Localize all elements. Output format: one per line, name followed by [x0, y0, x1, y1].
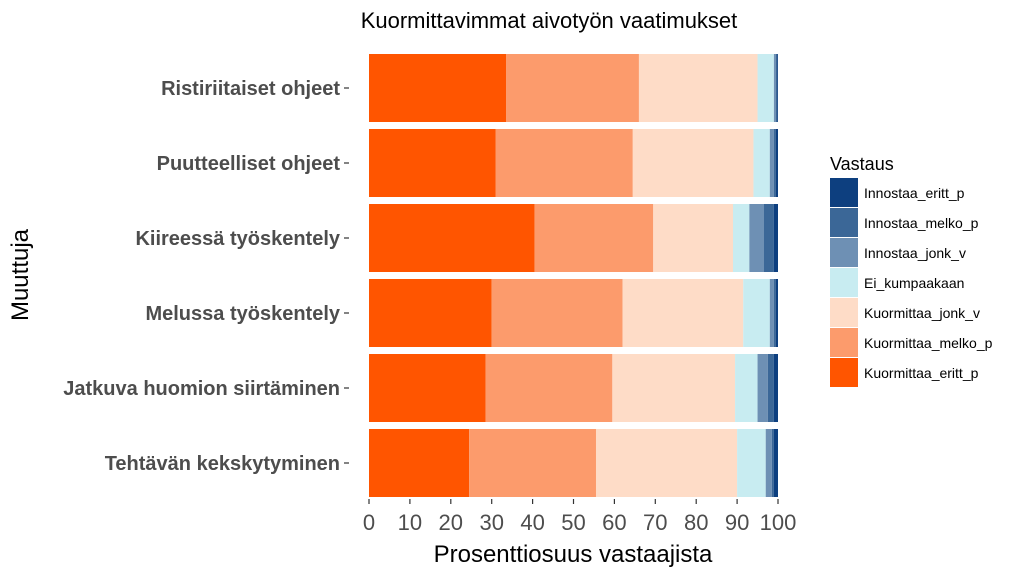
bar-segment-1-6 — [775, 54, 778, 122]
bar-segment-3-4 — [733, 204, 750, 272]
x-tick-label: 40 — [520, 510, 544, 535]
x-tick-label: 70 — [643, 510, 667, 535]
category-label: Jatkuva huomion siirtäminen — [63, 378, 340, 400]
legend-label: Kuormittaa_jonk_v — [864, 305, 980, 321]
legend-swatch — [830, 358, 858, 387]
bar-segment-3-5 — [749, 204, 764, 272]
bar-segment-2-4 — [753, 129, 770, 197]
x-tick-label: 100 — [760, 510, 797, 535]
bar-segment-3-3 — [653, 204, 734, 272]
legend-label: Innostaa_eritt_p — [864, 185, 965, 201]
bar-segment-3-7 — [773, 204, 778, 272]
bar-segment-2-7 — [775, 129, 778, 197]
category-label: Tehtävän kekskytyminen — [105, 453, 340, 475]
bar-segment-5-6 — [767, 354, 774, 422]
bar-segment-6-7 — [773, 429, 778, 497]
legend-label: Kuormittaa_melko_p — [864, 335, 993, 351]
x-tick-label: 10 — [398, 510, 422, 535]
legend-swatch — [830, 268, 858, 297]
x-axis: 0 10 20 30 40 50 60 70 80 90 100 — [363, 499, 796, 535]
legend-swatch — [830, 208, 858, 237]
bar-segment-3-2 — [534, 204, 654, 272]
bar-segment-6-1 — [369, 429, 470, 497]
x-tick-label: 60 — [602, 510, 626, 535]
bar-segment-1-1 — [369, 54, 507, 122]
legend-label: Ei_kumpaakaan — [864, 275, 964, 291]
x-tick-label: 0 — [363, 510, 375, 535]
x-tick-label: 50 — [561, 510, 585, 535]
bar-segment-6-4 — [737, 429, 766, 497]
bar-segment-1-3 — [638, 54, 758, 122]
bar-segment-3-1 — [369, 204, 535, 272]
bar-segment-6-6 — [771, 429, 774, 497]
y-axis-title: Muuttuja — [7, 228, 34, 321]
bar-segment-6-3 — [595, 429, 738, 497]
bars-layer — [369, 54, 778, 497]
legend-swatch — [830, 178, 858, 207]
bar-segment-6-2 — [469, 429, 596, 497]
category-label: Ristiriitaiset ohjeet — [161, 78, 340, 100]
bar-segment-1-4 — [757, 54, 774, 122]
bar-segment-2-2 — [495, 129, 633, 197]
bar-segment-2-3 — [632, 129, 754, 197]
bar-segment-5-3 — [612, 354, 736, 422]
category-label: Kiireessä työskentely — [135, 228, 340, 250]
legend-label: Innostaa_melko_p — [864, 215, 979, 231]
x-axis-title: Prosenttiosuus vastaajista — [434, 541, 713, 568]
x-tick-label: 30 — [479, 510, 503, 535]
bar-segment-5-7 — [773, 354, 778, 422]
bar-segment-5-1 — [369, 354, 486, 422]
legend-swatch — [830, 238, 858, 267]
bar-segment-5-2 — [485, 354, 613, 422]
legend-swatch — [830, 328, 858, 357]
bar-segment-5-5 — [757, 354, 768, 422]
legend: Vastaus Innostaa_eritt_p Innostaa_melko_p… — [830, 154, 993, 387]
bar-segment-6-5 — [765, 429, 772, 497]
bar-segment-4-2 — [491, 279, 623, 347]
bar-segment-1-2 — [506, 54, 639, 122]
legend-title: Vastaus — [830, 154, 894, 174]
bar-segment-4-1 — [369, 279, 492, 347]
category-label: Puutteelliset ohjeet — [157, 153, 341, 175]
bar-segment-1-7 — [777, 54, 778, 122]
bar-segment-4-6 — [773, 279, 776, 347]
bar-segment-2-5 — [769, 129, 774, 197]
bar-segment-4-5 — [769, 279, 774, 347]
bar-segment-5-4 — [735, 354, 758, 422]
x-tick-label: 80 — [684, 510, 708, 535]
bar-segment-4-7 — [775, 279, 778, 347]
bar-segment-4-4 — [743, 279, 770, 347]
legend-swatch — [830, 298, 858, 327]
bar-segment-3-6 — [763, 204, 774, 272]
x-tick-label: 90 — [725, 510, 749, 535]
legend-label: Innostaa_jonk_v — [864, 245, 966, 261]
category-label: Melussa työskentely — [145, 303, 340, 325]
legend-label: Kuormittaa_eritt_p — [864, 365, 979, 381]
bar-segment-1-5 — [773, 54, 776, 122]
chart-title: Kuormittavimmat aivotyön vaatimukset — [361, 8, 738, 33]
y-axis: Ristiriitaiset ohjeet Puutteelliset ohjee… — [63, 78, 349, 475]
bar-segment-4-3 — [622, 279, 744, 347]
x-tick-label: 20 — [439, 510, 463, 535]
bar-segment-2-6 — [773, 129, 776, 197]
bar-segment-2-1 — [369, 129, 496, 197]
